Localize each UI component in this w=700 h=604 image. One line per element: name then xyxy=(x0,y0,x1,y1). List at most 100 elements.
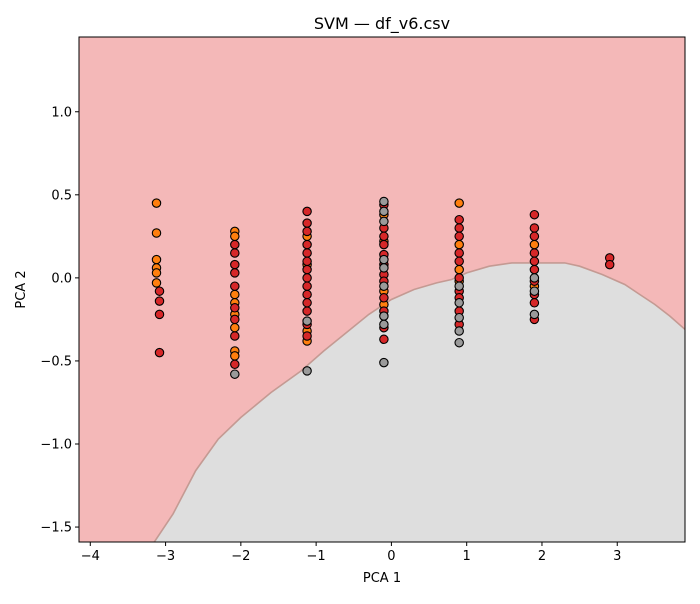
y-tick-label: 1.0 xyxy=(51,105,72,120)
data-point xyxy=(529,231,540,242)
plot-frame xyxy=(78,36,686,543)
data-point xyxy=(379,357,389,368)
y-axis-label: PCA 2 xyxy=(14,270,29,308)
data-point xyxy=(230,359,240,370)
data-point xyxy=(230,331,240,341)
data-point xyxy=(529,248,540,258)
x-tick-label: −3 xyxy=(156,549,175,564)
x-tick-label: −1 xyxy=(307,549,326,564)
data-point xyxy=(230,268,240,278)
data-point xyxy=(302,206,312,217)
data-point xyxy=(302,226,312,237)
data-point xyxy=(379,293,389,303)
data-point xyxy=(302,289,312,300)
data-point xyxy=(454,223,464,233)
data-point xyxy=(230,369,240,379)
y-tick-label: 0.0 xyxy=(51,271,72,286)
data-point xyxy=(379,239,389,250)
data-point xyxy=(230,231,240,242)
data-point xyxy=(302,281,312,291)
data-point xyxy=(302,264,312,275)
data-point xyxy=(454,214,464,225)
data-point xyxy=(230,281,240,291)
data-point xyxy=(379,231,389,242)
y-tick-label: −1.5 xyxy=(40,521,72,536)
decision-boundary xyxy=(153,262,685,542)
data-point xyxy=(454,337,464,348)
data-point xyxy=(529,309,540,320)
data-point xyxy=(454,281,464,291)
data-point xyxy=(154,347,165,358)
data-point xyxy=(454,248,464,258)
data-points xyxy=(151,196,615,379)
data-point xyxy=(302,331,312,341)
data-point xyxy=(302,366,312,376)
data-point xyxy=(454,231,464,242)
data-point xyxy=(454,198,464,208)
data-point xyxy=(529,223,540,233)
x-tick-label: 3 xyxy=(613,549,621,564)
x-tick-label: 2 xyxy=(538,549,546,564)
data-point xyxy=(154,286,165,296)
x-tick-label: 1 xyxy=(463,549,471,564)
data-point xyxy=(151,268,162,278)
class-region-lower xyxy=(154,262,685,542)
data-point xyxy=(230,239,240,250)
data-point xyxy=(604,259,615,270)
x-axis-ticks: −4 −3 −2 −1 0 1 2 3 xyxy=(81,542,621,564)
x-tick-label: −2 xyxy=(231,549,250,564)
data-point xyxy=(529,264,540,275)
data-point xyxy=(379,263,389,273)
data-point xyxy=(302,273,312,283)
data-point xyxy=(302,248,312,258)
data-point xyxy=(379,206,389,217)
data-point xyxy=(529,298,540,308)
data-point xyxy=(302,239,312,250)
data-point xyxy=(302,256,312,267)
chart-title: SVM — df_v6.csv xyxy=(314,14,450,34)
data-point xyxy=(151,198,162,208)
data-point xyxy=(454,298,464,308)
data-point xyxy=(302,316,312,326)
data-point xyxy=(151,228,162,238)
data-point xyxy=(154,296,165,306)
data-point xyxy=(154,309,165,320)
plot-area xyxy=(79,37,685,542)
data-point xyxy=(151,254,162,265)
y-tick-label: −1.0 xyxy=(40,437,72,452)
data-point xyxy=(379,216,389,227)
data-point xyxy=(529,209,540,220)
data-point xyxy=(529,256,540,267)
data-point xyxy=(302,306,312,316)
data-point xyxy=(454,312,464,323)
data-point xyxy=(529,273,540,283)
data-point xyxy=(529,286,540,296)
data-point xyxy=(454,264,464,275)
data-point xyxy=(454,239,464,250)
y-tick-label: 0.5 xyxy=(51,188,72,203)
x-tick-label: −4 xyxy=(81,549,100,564)
y-axis-ticks: −1.5 −1.0 −0.5 0.0 0.5 1.0 xyxy=(40,105,79,536)
data-point xyxy=(379,254,389,265)
y-tick-label: −0.5 xyxy=(40,354,72,369)
data-point xyxy=(379,196,389,207)
x-axis-label: PCA 1 xyxy=(363,571,401,586)
data-point xyxy=(230,303,240,313)
data-point xyxy=(454,256,464,267)
data-point xyxy=(151,278,162,288)
data-point xyxy=(230,351,240,361)
data-point xyxy=(230,259,240,270)
x-tick-label: 0 xyxy=(387,549,395,564)
data-point xyxy=(379,311,389,321)
data-point xyxy=(454,273,464,283)
data-point xyxy=(230,248,240,258)
data-point xyxy=(379,334,389,345)
data-point xyxy=(302,298,312,308)
data-point xyxy=(529,239,540,250)
data-point xyxy=(379,281,389,291)
data-point xyxy=(379,319,389,330)
data-point xyxy=(454,326,464,336)
data-point xyxy=(230,314,240,325)
